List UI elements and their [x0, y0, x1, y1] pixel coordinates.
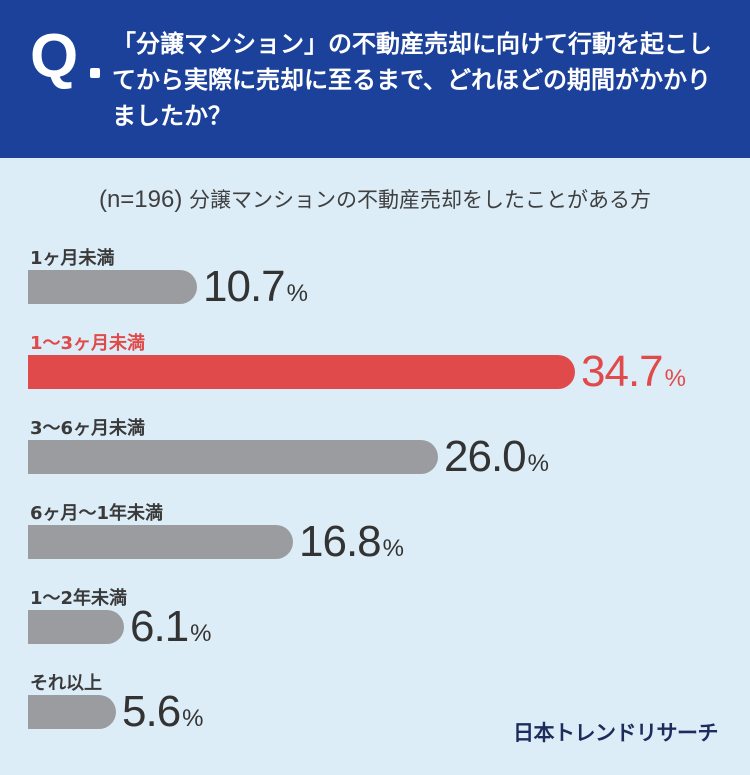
value-number: 26.0 [444, 432, 527, 481]
chart-area: (n=196) 分譲マンションの不動産売却をしたことがある方 1ヶ月未満 10.7… [0, 158, 750, 775]
category-label: それ以上 [30, 673, 102, 694]
bar [28, 610, 124, 644]
value-label: 10.7% [203, 262, 308, 312]
bar-row: 6ヶ月〜1年未満 16.8% [0, 499, 750, 579]
bar [28, 270, 197, 304]
q-dot [90, 68, 100, 78]
brand-logo: 日本トレンドリサーチ [513, 721, 719, 745]
bar [28, 440, 438, 474]
category-label: 6ヶ月〜1年未満 [30, 503, 164, 524]
category-label: 1ヶ月未満 [30, 248, 115, 269]
percent-unit: % [527, 450, 549, 477]
bar-row: それ以上 5.6% [0, 669, 750, 749]
value-label: 16.8% [299, 517, 404, 567]
category-label: 1〜3ヶ月未満 [30, 333, 146, 354]
percent-unit: % [382, 535, 404, 562]
percent-unit: % [190, 620, 212, 647]
chart-subtitle: (n=196) 分譲マンションの不動産売却をしたことがある方 [0, 184, 750, 214]
value-label: 5.6% [122, 687, 204, 737]
percent-unit: % [286, 280, 308, 307]
value-number: 6.1 [130, 602, 189, 651]
bar-row: 3〜6ヶ月未満 26.0% [0, 414, 750, 494]
value-number: 10.7 [203, 262, 286, 311]
bar-row: 1〜2年未満 6.1% [0, 584, 750, 664]
question-header: Q 「分譲マンション」の不動産売却に向けて行動を起こしてから実際に売却に至るまで… [0, 0, 750, 158]
bar [28, 355, 575, 389]
bar-row: 1〜3ヶ月未満 34.7% [0, 329, 750, 409]
value-label: 34.7% [581, 347, 686, 397]
value-label: 6.1% [130, 602, 212, 652]
bar-row: 1ヶ月未満 10.7% [0, 244, 750, 324]
value-number: 16.8 [299, 517, 382, 566]
value-label: 26.0% [444, 432, 549, 482]
value-number: 34.7 [581, 347, 664, 396]
percent-unit: % [182, 705, 204, 732]
percent-unit: % [664, 365, 686, 392]
q-mark: Q [30, 22, 78, 91]
category-label: 1〜2年未満 [30, 588, 128, 609]
category-label: 3〜6ヶ月未満 [30, 418, 146, 439]
bar [28, 695, 116, 729]
question-text: 「分譲マンション」の不動産売却に向けて行動を起こしてから実際に売却に至るまで、ど… [112, 30, 712, 130]
value-number: 5.6 [122, 687, 181, 736]
sample-size: (n=196) [98, 186, 183, 213]
respondent-description: 分譲マンションの不動産売却をしたことがある方 [189, 188, 652, 212]
bar [28, 525, 293, 559]
